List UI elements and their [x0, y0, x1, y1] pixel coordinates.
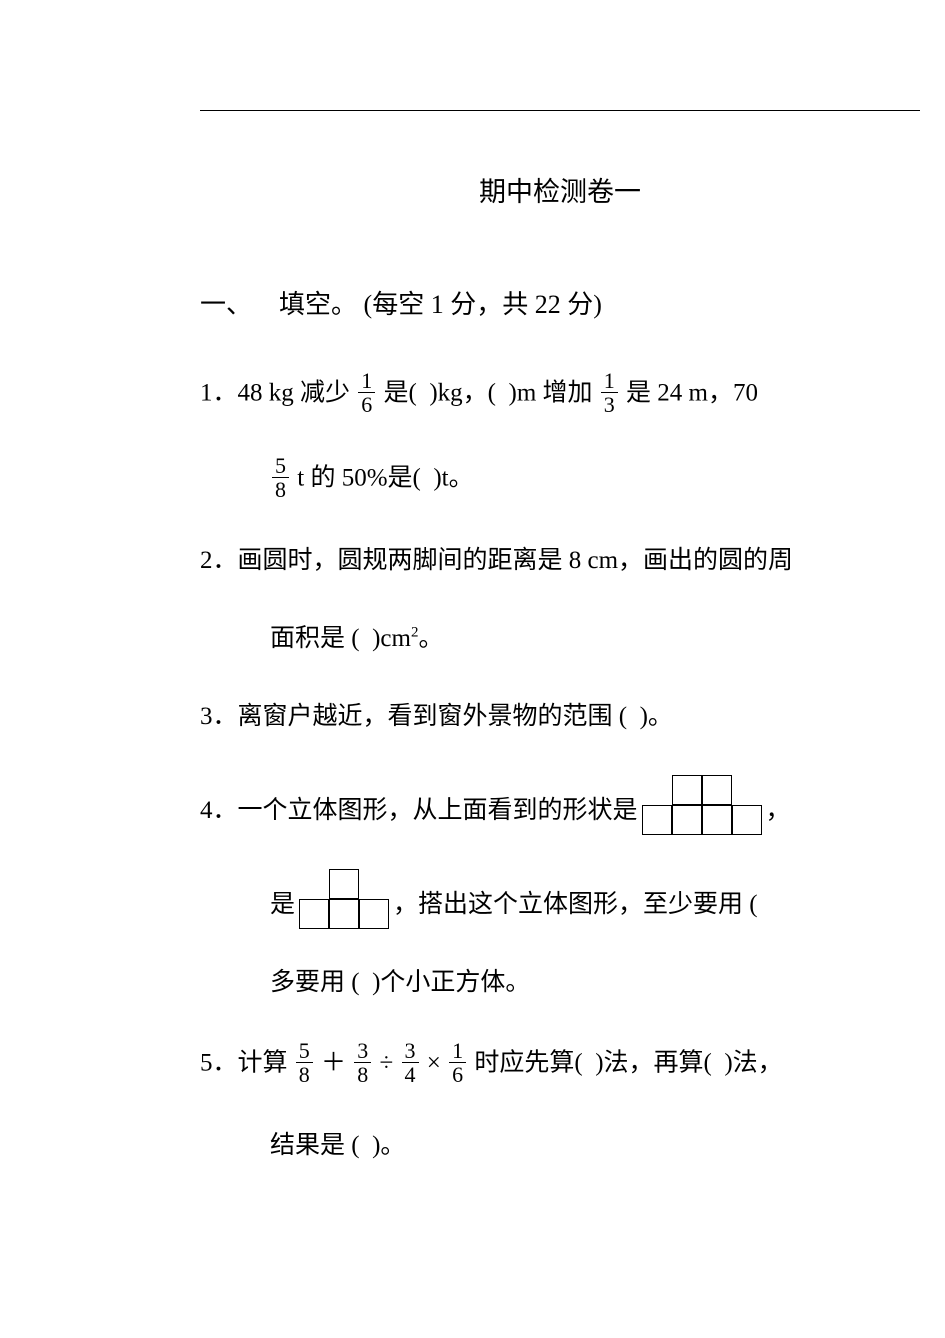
q4-text: 是 [270, 885, 295, 925]
q4-text: 4．一个立体图形，从上面看到的形状是 [200, 791, 638, 831]
q5-text: )法， [724, 1049, 782, 1076]
section-prefix: 一、 [200, 290, 252, 319]
fraction-numerator: 3 [402, 1039, 419, 1063]
fraction-5-8: 5 8 [272, 454, 289, 501]
grid-cell [702, 775, 732, 805]
question-2: 2．画圆时，圆规两脚间的距离是 8 cm，画出的圆的周 [200, 541, 920, 581]
grid-cell [642, 805, 672, 835]
fraction-numerator: 5 [272, 454, 289, 478]
fraction-3-8: 3 8 [354, 1039, 371, 1086]
fraction-1-3: 1 3 [601, 369, 618, 416]
question-4-line2: 是 ，搭出这个立体图形，至少要用 ( [200, 869, 920, 925]
fraction-numerator: 1 [601, 369, 618, 393]
question-5-line2: 结果是 ( )。 [200, 1126, 920, 1166]
grid-cell [672, 805, 702, 835]
q4-text: ， [766, 791, 791, 831]
q1-text: )kg，( [429, 379, 496, 406]
q1-text: t 的 50%是( [297, 464, 421, 491]
q4-text: )个小正方体。 [372, 969, 530, 996]
q2-text: 面积是 ( [270, 625, 360, 652]
q1-text: 1．48 kg 减少 [200, 379, 350, 406]
grid-cell [359, 899, 389, 929]
fraction-numerator: 1 [358, 369, 375, 393]
section-label: 填空。 [279, 290, 357, 319]
q5-text: )法，再算( [595, 1049, 712, 1076]
grid-cell [702, 805, 732, 835]
fraction-denominator: 6 [449, 1063, 466, 1086]
section-heading: 一、 填空。 (每空 1 分，共 22 分) [200, 284, 920, 326]
question-1-line2: 5 8 t 的 50%是( )t。 [200, 456, 920, 503]
operator-plus: ＋ [321, 1049, 346, 1076]
grid-cell [732, 805, 762, 835]
q2-text: )cm [372, 625, 411, 652]
question-4-line3: 多要用 ( )个小正方体。 [200, 963, 920, 1003]
q5-text: 结果是 ( [270, 1132, 360, 1159]
operator-times: × [427, 1049, 441, 1076]
question-1: 1．48 kg 减少 1 6 是( )kg，( )m 增加 1 3 是 24 m… [200, 371, 920, 418]
fraction-denominator: 3 [601, 393, 618, 416]
question-2-line2: 面积是 ( )cm2。 [200, 619, 920, 659]
q2-text: 2．画圆时，圆规两脚间的距离是 8 cm，画出的圆的周 [200, 547, 793, 574]
front-view-shape [299, 869, 389, 929]
grid-cell [299, 899, 329, 929]
fraction-denominator: 6 [358, 393, 375, 416]
q5-text: 时应先算( [474, 1049, 582, 1076]
fraction-5-8: 5 8 [296, 1039, 313, 1086]
fraction-1-6: 1 6 [358, 369, 375, 416]
q1-text: 是( [384, 379, 417, 406]
question-4: 4．一个立体图形，从上面看到的形状是 ， [200, 775, 920, 831]
q5-text: 5．计算 [200, 1049, 288, 1076]
top-view-shape [642, 775, 762, 835]
q4-text: 多要用 ( [270, 969, 360, 996]
page: 期中检测卷一 一、 填空。 (每空 1 分，共 22 分) 1．48 kg 减少… [0, 0, 920, 1166]
question-5: 5．计算 5 8 ＋ 3 8 ÷ 3 4 × 1 6 时应先算( )法，再算( … [200, 1041, 920, 1088]
q5-text: )。 [372, 1132, 405, 1159]
q1-text: )t。 [433, 464, 473, 491]
fraction-numerator: 5 [296, 1039, 313, 1063]
q1-text: )m 增加 [509, 379, 593, 406]
grid-cell [329, 869, 359, 899]
section-points: (每空 1 分，共 22 分) [364, 290, 602, 319]
fraction-denominator: 4 [402, 1063, 419, 1086]
grid-cell [329, 899, 359, 929]
operator-divide: ÷ [380, 1049, 394, 1076]
q1-text: 是 24 m，70 [626, 379, 758, 406]
fraction-3-4: 3 4 [402, 1039, 419, 1086]
q3-text: )。 [640, 703, 673, 730]
fraction-numerator: 1 [449, 1039, 466, 1063]
grid-cell [672, 775, 702, 805]
fraction-denominator: 8 [354, 1063, 371, 1086]
fraction-denominator: 8 [272, 478, 289, 501]
fraction-numerator: 3 [354, 1039, 371, 1063]
top-rule [200, 110, 920, 111]
q3-text: 3．离窗户越近，看到窗外景物的范围 ( [200, 703, 627, 730]
q2-text: 。 [418, 625, 443, 652]
fraction-denominator: 8 [296, 1063, 313, 1086]
question-3: 3．离窗户越近，看到窗外景物的范围 ( )。 [200, 697, 920, 737]
exam-title: 期中检测卷一 [200, 171, 920, 214]
q4-text: ，搭出这个立体图形，至少要用 ( [393, 885, 758, 925]
fraction-1-6: 1 6 [449, 1039, 466, 1086]
